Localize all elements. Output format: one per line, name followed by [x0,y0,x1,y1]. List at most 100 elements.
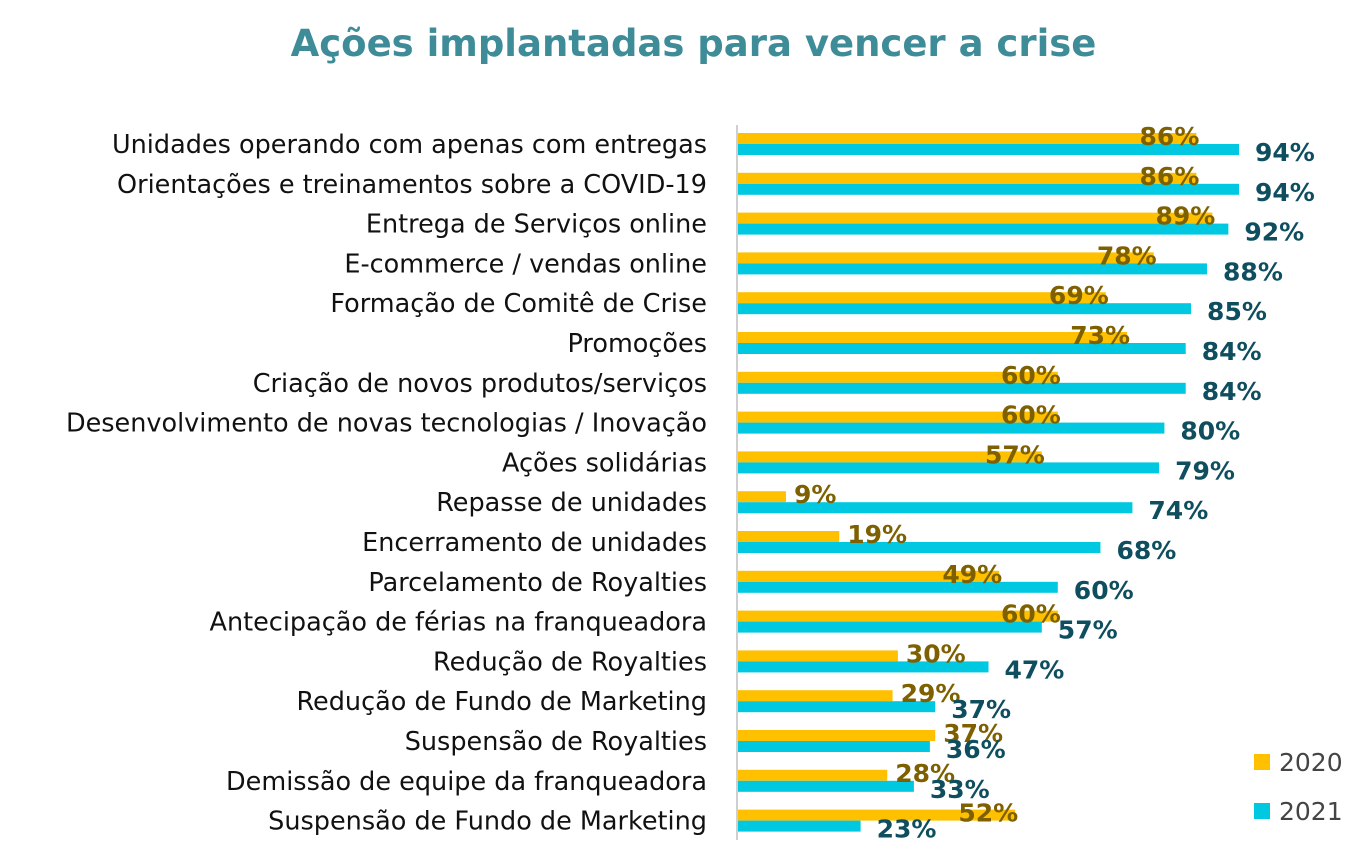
bar-2021 [738,343,1186,354]
value-label-2020: 29% [901,679,961,708]
category-label: Antecipação de férias na franqueadora [210,608,708,638]
bar-2020 [738,252,1154,264]
value-label-2020: 30% [906,639,966,668]
value-label-2020: 60% [1001,401,1061,430]
value-label-2020: 9% [794,480,836,509]
category-label: Unidades operando com apenas com entrega… [112,130,707,160]
bar-2020 [738,332,1128,343]
category-label: Orientações e treinamentos sobre a COVID… [117,170,707,200]
bar-2020 [738,650,898,662]
bar-2021 [738,462,1160,474]
category-label: Formação de Comitê de Crise [330,289,707,319]
category-label: Promoções [568,329,708,359]
bar-2021 [738,581,1058,593]
value-label-2020: 86% [1140,162,1200,191]
category-label: Redução de Fundo de Marketing [296,687,707,717]
category-label: Redução de Royalties [433,647,707,677]
bar-2021 [738,621,1042,633]
value-label-2020: 28% [895,759,955,788]
category-label: Ações solidárias [502,448,707,478]
bars [738,133,1240,832]
value-label-2020: 69% [1049,281,1109,310]
value-label-2020: 60% [1001,600,1061,629]
value-label-2020: 19% [847,520,907,549]
bar-2021 [738,502,1133,514]
value-label-2021: 37% [951,695,1011,724]
value-label-2021: 47% [1005,655,1065,684]
legend-swatch-2020 [1254,754,1270,770]
category-label: Entrega de Serviços online [366,210,707,240]
value-label-2020: 37% [943,719,1003,748]
value-label-2020: 52% [958,799,1018,828]
value-label-2021: 94% [1255,178,1315,207]
legend-label-2021: 2021 [1279,797,1343,826]
category-label: Suspensão de Fundo de Marketing [268,807,707,837]
bar-2021 [738,263,1208,275]
value-label-2021: 68% [1116,536,1176,565]
bar-2020 [738,610,1058,622]
value-label-2020: 86% [1140,122,1200,151]
bar-2020 [738,172,1197,184]
bar-2021 [738,542,1101,553]
bar-2020 [738,570,1000,582]
legend: 2020 2021 [1254,748,1343,826]
bar-2021 [738,701,936,713]
category-label: Encerramento de unidades [362,528,707,558]
value-label-2021: 33% [930,775,990,804]
bar-2020 [738,491,786,503]
category-label: Desenvolvimento de novas tecnologias / I… [66,409,707,439]
value-label-2021: 74% [1148,496,1208,525]
category-label: Repasse de unidades [436,488,707,518]
value-label-2020: 89% [1156,202,1216,231]
value-label-2021: 60% [1074,576,1134,605]
value-label-2021: 85% [1207,297,1267,326]
category-label: Criação de novos produtos/serviços [253,369,707,399]
legend-swatch-2021 [1254,803,1270,819]
bar-2021 [738,223,1229,235]
category-label: Parcelamento de Royalties [368,568,707,598]
bar-2020 [738,212,1213,224]
bar-2020 [738,690,893,702]
category-label: Suspensão de Royalties [405,727,707,757]
value-label-2021: 94% [1255,138,1315,167]
value-label-2021: 88% [1223,257,1283,286]
bar-2020 [738,371,1058,383]
value-label-2020: 49% [942,560,1002,589]
bar-2021 [738,780,914,792]
value-label-2021: 36% [946,735,1006,764]
category-label: E-commerce / vendas online [344,249,707,279]
chart-title: Ações implantadas para vencer a crise [290,22,1097,65]
value-label-2020: 78% [1097,241,1157,270]
value-label-2021: 57% [1058,616,1118,645]
value-label-2021: 84% [1202,337,1262,366]
bar-2021 [738,183,1240,195]
bar-2020 [738,809,1016,821]
bar-2020 [738,730,936,741]
value-label-2020: 57% [985,440,1045,469]
legend-label-2020: 2020 [1279,748,1343,777]
bar-2020 [738,451,1042,463]
bar-2020 [738,133,1197,144]
bar-2021 [738,422,1165,434]
value-label-2021: 80% [1180,417,1240,446]
value-label-2021: 84% [1202,377,1262,406]
value-label-2021: 79% [1175,456,1235,485]
bar-2020 [738,769,888,781]
bar-2020 [738,531,840,542]
category-labels: Unidades operando com apenas com entrega… [66,130,707,837]
value-label-2020: 60% [1001,361,1061,390]
bar-2021 [738,382,1186,394]
bar-2020 [738,292,1106,304]
value-labels: 86% 94% 86% 94% 89% 92% 78% 88% 69% 85% 73% 84% 60% 8… [794,122,1315,844]
bar-2020 [738,411,1058,423]
bar-2021 [738,741,930,752]
value-label-2020: 73% [1070,321,1130,350]
bar-2021 [738,820,861,832]
value-label-2021: 23% [877,815,937,844]
bar-2021 [738,661,989,673]
bar-2021 [738,303,1192,315]
category-label: Demissão de equipe da franqueadora [226,767,707,797]
value-label-2021: 92% [1244,218,1304,247]
bar-2021 [738,144,1240,155]
